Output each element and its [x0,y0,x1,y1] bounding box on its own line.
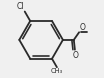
Text: Cl: Cl [16,2,24,11]
Text: CH₃: CH₃ [51,68,63,74]
Text: O: O [72,51,78,60]
Text: O: O [79,23,85,32]
